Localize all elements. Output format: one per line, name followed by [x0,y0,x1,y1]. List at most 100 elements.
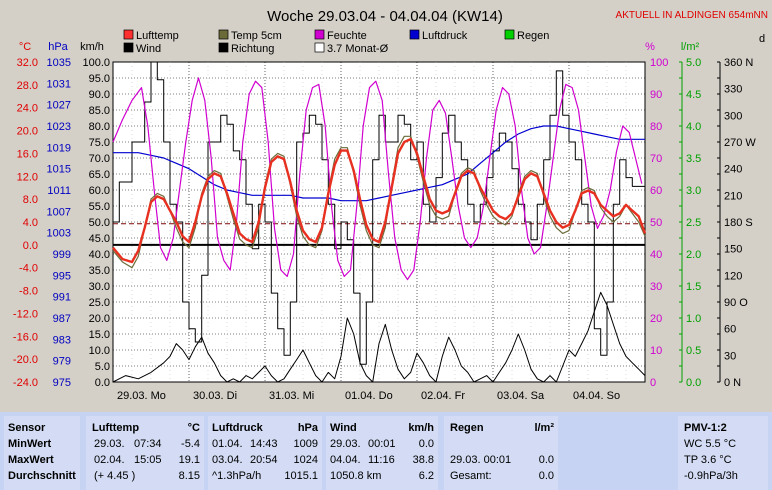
temp-tick-label: 32.0 [17,57,38,69]
temp-tick-label: -16.0 [13,331,38,343]
rain-tick-label: 3.5 [686,153,701,165]
humidity-tick-label: 30 [650,281,662,293]
rain-tick-label: 5.0 [686,57,701,69]
stats-header-regen: Regen [450,422,484,434]
humidity-tick-label: 20 [650,313,662,325]
day-label: 30.03. Di [193,390,237,402]
day-label: 03.04. Sa [497,390,545,402]
wind-tick-label: 100.0 [82,57,110,69]
lufttemp-max-value: 19.1 [178,454,200,466]
rain-tick-label: 0.0 [686,377,701,389]
day-label: 02.04. Fr [421,390,465,402]
legend-swatch [314,29,325,40]
temp-tick-label: 0.0 [23,240,38,252]
pressure-tick-label: 1007 [47,206,71,218]
pressure-unit-label: hPa [48,41,68,53]
humidity-tick-label: 50 [650,217,662,229]
stats-label-max: MaxWert [8,454,54,466]
stats-label-min: MinWert [8,438,52,450]
lufttemp-max-date: 02.04. [94,454,125,466]
pressure-tick-label: 1035 [47,57,71,69]
direction-tick-label: 270 W [724,137,756,149]
direction-tick-label: 120 [724,270,742,282]
temp-tick-label: 8.0 [23,194,38,206]
stats-box-lufttemp [86,416,204,490]
wind-tick-label: 70.0 [89,153,110,165]
rain-tick-label: 1.0 [686,313,701,325]
luftdruck-max-time: 20:54 [250,454,278,466]
wind-avg-value: 6.2 [418,470,434,482]
stats-box-wind [326,416,438,490]
temp-tick-label: -24.0 [13,377,38,389]
luftdruck-min-time: 14:43 [250,438,278,450]
regen-total-value: 0.0 [538,470,554,482]
day-label: 04.04. So [573,390,620,402]
temp-tick-label: 20.0 [17,126,38,138]
stats-unit-wind: km/h [408,422,434,434]
wind-min-date: 29.03. [330,438,361,450]
wind-tick-label: 40.0 [89,249,110,261]
wind-unit-label: km/h [80,41,104,53]
legend-label: Regen [517,30,549,42]
pressure-tick-label: 983 [53,334,71,346]
series-line-luftdruck [113,125,645,202]
legend-swatch [218,42,229,53]
wind-max-date: 04.04. [330,454,361,466]
lufttemp-min-date: 29.03. [94,438,125,450]
series-line-richtung [113,61,646,365]
stats-box-sensor [4,416,80,490]
wind-tick-label: 50.0 [89,217,110,229]
wind-max-time: 11:16 [368,454,395,466]
wind-tick-label: 90.0 [89,89,110,101]
plot-area [112,61,647,383]
series-line-lufttemp [112,137,647,264]
legend-swatch [504,29,515,40]
legend-swatch [123,29,134,40]
series-line-wind [112,291,646,383]
wind-tick-label: 5.0 [95,361,110,373]
rain-tick-label: 1.5 [686,281,701,293]
legend-swatch [409,29,420,40]
rain-tick-label: 2.0 [686,249,701,261]
humidity-tick-label: 70 [650,153,662,165]
direction-tick-label: 60 [724,324,736,336]
stats-unit-luftdruck: hPa [297,422,318,434]
luftdruck-min-date: 01.04. [212,438,243,450]
humidity-tick-label: 90 [650,89,662,101]
stats-box-luftdruck [208,416,322,490]
legend-label: Luftdruck [422,30,468,42]
humidity-tick-label: 60 [650,185,662,197]
humidity-tick-label: 0 [650,377,656,389]
weather-chart: Woche 29.03.04 - 04.04.04 (KW14) AKTUELL… [12,8,768,402]
pmv-windchill: WC 5.5 °C [684,438,737,450]
direction-tick-label: 90 O [724,297,748,309]
temp-tick-label: 12.0 [17,171,38,183]
wind-min-time: 00:01 [368,438,396,450]
regen-total-label: Gesamt: [450,470,492,482]
humidity-tick-label: 40 [650,249,662,261]
regen-max-value: 0.0 [538,454,554,466]
direction-tick-label: 360 N [724,57,753,69]
wind-tick-label: 60.0 [89,185,110,197]
day-label: 29.03. Mo [117,390,166,402]
stats-header-lufttemp: Lufttemp [92,422,140,434]
direction-tick-label: 0 N [724,377,741,389]
temp-unit-label: °C [19,41,31,53]
lufttemp-avg-value: 8.15 [178,470,200,482]
wind-distance: 1050.8 km [330,470,382,482]
stats-unit-lufttemp: °C [187,422,200,434]
wind-tick-label: 25.0 [89,297,110,309]
pmv-dewpoint: TP 3.6 °C [684,454,732,466]
wind-max-value: 38.8 [412,454,434,466]
wind-tick-label: 35.0 [89,265,110,277]
temp-tick-label: 4.0 [23,217,38,229]
stats-header-wind: Wind [330,422,357,434]
stats-header-luftdruck: Luftdruck [212,422,263,434]
rain-unit-label: l/m² [681,41,700,53]
temp-tick-label: -12.0 [13,308,38,320]
legend-label: Temp 5cm [231,30,282,42]
humidity-tick-label: 80 [650,121,662,133]
temp-tick-label: -4.0 [19,263,38,275]
regen-max-date: 29.03. 00:01 [450,454,512,466]
